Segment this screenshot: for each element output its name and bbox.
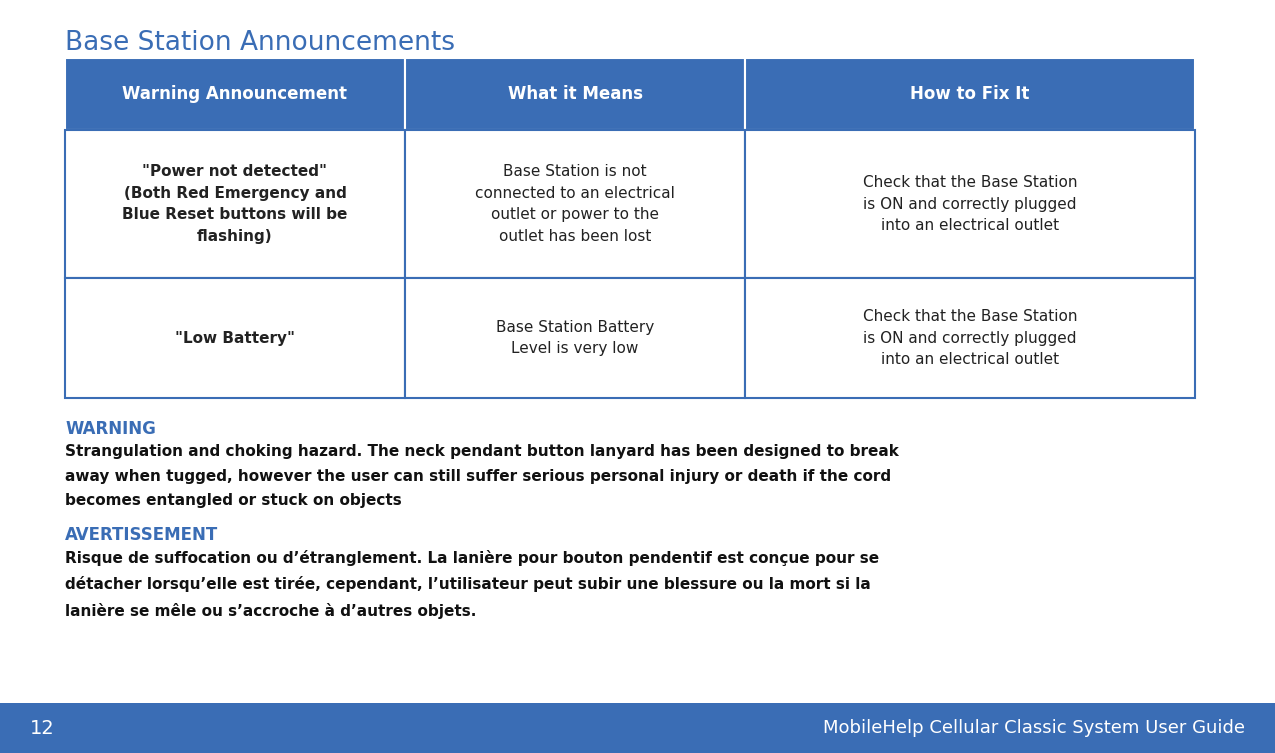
Text: "Power not detected"
(Both Red Emergency and
Blue Reset buttons will be
flashing: "Power not detected" (Both Red Emergency… bbox=[122, 164, 348, 244]
Bar bbox=[65, 278, 405, 398]
Text: What it Means: What it Means bbox=[507, 85, 643, 103]
Text: Check that the Base Station
is ON and correctly plugged
into an electrical outle: Check that the Base Station is ON and co… bbox=[863, 175, 1077, 233]
Bar bbox=[745, 130, 1195, 278]
Text: Strangulation and choking hazard. The neck pendant button lanyard has been desig: Strangulation and choking hazard. The ne… bbox=[65, 444, 899, 508]
Text: 12: 12 bbox=[31, 718, 55, 737]
Text: WARNING: WARNING bbox=[65, 420, 156, 438]
Text: Base Station is not
connected to an electrical
outlet or power to the
outlet has: Base Station is not connected to an elec… bbox=[476, 164, 674, 244]
Bar bbox=[745, 58, 1195, 130]
Bar bbox=[405, 130, 745, 278]
Text: AVERTISSEMENT: AVERTISSEMENT bbox=[65, 526, 218, 544]
Text: Check that the Base Station
is ON and correctly plugged
into an electrical outle: Check that the Base Station is ON and co… bbox=[863, 309, 1077, 367]
Bar bbox=[405, 278, 745, 398]
Text: MobileHelp Cellular Classic System User Guide: MobileHelp Cellular Classic System User … bbox=[822, 719, 1244, 737]
Text: How to Fix It: How to Fix It bbox=[910, 85, 1030, 103]
Text: "Low Battery": "Low Battery" bbox=[175, 331, 295, 346]
Bar bbox=[65, 130, 405, 278]
Text: Warning Announcement: Warning Announcement bbox=[122, 85, 348, 103]
Bar bbox=[0, 703, 1275, 753]
Text: Base Station Announcements: Base Station Announcements bbox=[65, 30, 455, 56]
Text: Risque de suffocation ou d’étranglement. La lanière pour bouton pendentif est co: Risque de suffocation ou d’étranglement.… bbox=[65, 550, 880, 619]
Bar bbox=[65, 58, 405, 130]
Text: Base Station Battery
Level is very low: Base Station Battery Level is very low bbox=[496, 320, 654, 356]
Bar bbox=[405, 58, 745, 130]
Bar bbox=[745, 278, 1195, 398]
